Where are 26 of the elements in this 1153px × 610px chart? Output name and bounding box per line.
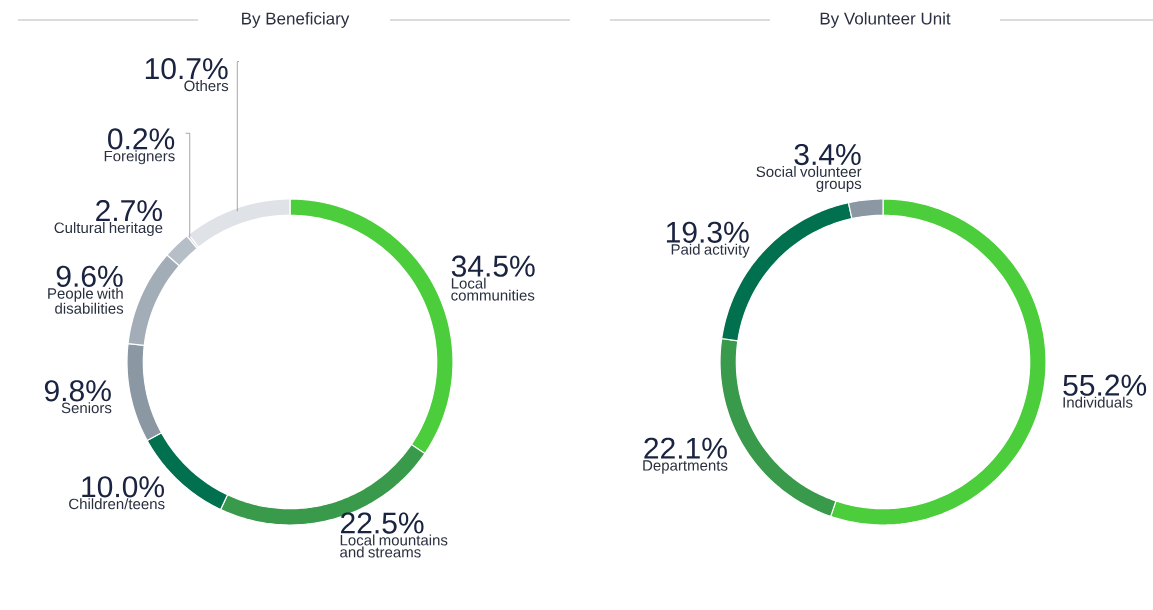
data-label: 34.5% xyxy=(451,255,535,277)
data-label: 22.5% xyxy=(341,512,424,534)
data-label: 10.0% xyxy=(82,476,164,498)
slice-label: Children/teens xyxy=(69,498,165,510)
slice-label: Foreigners xyxy=(104,150,175,165)
data-label: 9.8% xyxy=(44,380,111,402)
slice-label: Paid activity xyxy=(671,243,750,258)
slice-label: Local mountains and streams xyxy=(340,534,448,558)
slice-label: Others xyxy=(184,80,229,92)
chart-title: By Beneficiary xyxy=(242,12,350,28)
slice-label: Departments xyxy=(643,460,728,474)
slice-label: Cultural heritage xyxy=(54,222,163,237)
data-label: 2.7% xyxy=(96,199,162,222)
data-label: 19.3% xyxy=(666,221,749,243)
data-label: 9.6% xyxy=(56,265,123,287)
data-label: 55.2% xyxy=(1063,374,1147,396)
slice-label: People with disabilities xyxy=(48,287,124,314)
data-label: 10.7% xyxy=(145,58,228,80)
slice-label: Social volunteer groups xyxy=(756,165,862,192)
chart-title: By Volunteer Unit xyxy=(820,12,951,28)
data-label: 22.1% xyxy=(644,437,727,459)
slice-label: Seniors xyxy=(61,402,112,414)
data-label: 3.4% xyxy=(794,143,861,166)
slice-label: Individuals xyxy=(1063,396,1133,408)
slice-label: Local communities xyxy=(451,277,535,301)
data-label: 0.2% xyxy=(108,128,175,150)
